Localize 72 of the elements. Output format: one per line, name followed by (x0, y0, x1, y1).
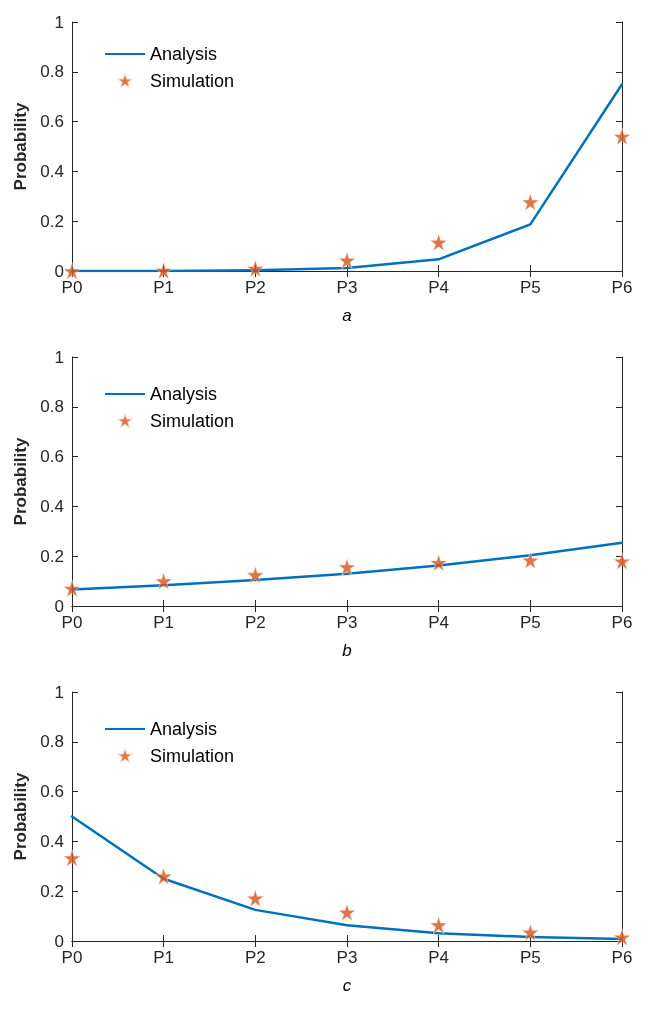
x-tick-label: P4 (428, 948, 450, 967)
x-axis-title: b (342, 641, 352, 660)
y-tick-label: 0.6 (40, 447, 64, 467)
point (154, 867, 173, 886)
y-tick-label: 0.4 (40, 496, 64, 516)
x-tick-label: P0 (61, 613, 83, 632)
y-tick-label: 0.8 (40, 732, 64, 752)
x-tick-label: P1 (153, 278, 175, 297)
y-tick-label: 1 (54, 682, 64, 702)
legend-label: Analysis (150, 44, 218, 64)
point (246, 889, 265, 907)
x-tick-label: P4 (428, 278, 450, 297)
x-tick-label: P1 (153, 613, 175, 632)
y-tick-label: 1 (54, 347, 64, 367)
y-tick-label: 0.8 (40, 397, 64, 417)
legend-label: Simulation (150, 745, 235, 766)
x-tick-label: P6 (611, 948, 633, 967)
point (521, 923, 540, 942)
legend-label: Simulation (150, 410, 235, 431)
x-tick-label: P0 (61, 278, 83, 297)
x-tick-label: P3 (336, 278, 358, 297)
point (613, 127, 631, 146)
legend-label: Analysis (150, 719, 218, 739)
point (521, 551, 540, 569)
y-tick-label: 0.8 (40, 62, 64, 82)
y-tick-label: 1 (54, 12, 64, 32)
point (63, 849, 81, 867)
point (613, 928, 631, 947)
point (429, 233, 448, 252)
point (63, 262, 81, 280)
x-tick-label: P2 (244, 613, 266, 632)
y-tick-label: 0.2 (40, 211, 64, 231)
point (338, 903, 356, 922)
y-tick-label: 0.4 (40, 831, 64, 851)
point (246, 259, 265, 278)
y-axis-title: Probability (11, 772, 31, 861)
y-tick-label: 0.2 (40, 881, 64, 901)
y-tick-label: 0 (54, 261, 64, 281)
point (429, 553, 448, 572)
y-tick-label: 0.2 (40, 546, 64, 566)
point (63, 579, 81, 598)
x-tick-label: P5 (519, 278, 541, 297)
point (154, 572, 173, 590)
y-tick-label: 0 (54, 931, 64, 951)
x-tick-label: P4 (428, 613, 450, 632)
x-tick-label: P2 (244, 948, 266, 967)
y-tick-label: 0 (54, 596, 64, 616)
y-tick-label: 0.4 (40, 161, 64, 181)
y-axis-title: Probability (11, 102, 31, 191)
x-tick-label: P6 (611, 278, 633, 297)
x-tick-label: P5 (519, 948, 541, 967)
point (429, 916, 448, 934)
legend-label: Simulation (150, 70, 235, 91)
point (246, 566, 265, 584)
x-tick-label: P3 (336, 948, 358, 967)
y-axis-title: Probability (11, 437, 31, 526)
y-tick-label: 0.6 (40, 782, 64, 802)
point (338, 558, 356, 576)
point (154, 261, 173, 280)
point (613, 552, 631, 570)
point (338, 251, 356, 270)
legend-label: Analysis (150, 384, 218, 404)
x-axis-title: c (342, 976, 352, 995)
x-tick-label: P0 (61, 948, 83, 967)
x-tick-label: P3 (336, 613, 358, 632)
x-tick-label: P6 (611, 613, 633, 632)
x-tick-label: P2 (244, 278, 266, 297)
x-axis-title: a (342, 306, 352, 325)
x-tick-label: P1 (153, 948, 175, 967)
x-tick-label: P5 (519, 613, 541, 632)
y-tick-label: 0.6 (40, 112, 64, 132)
point (521, 193, 540, 211)
